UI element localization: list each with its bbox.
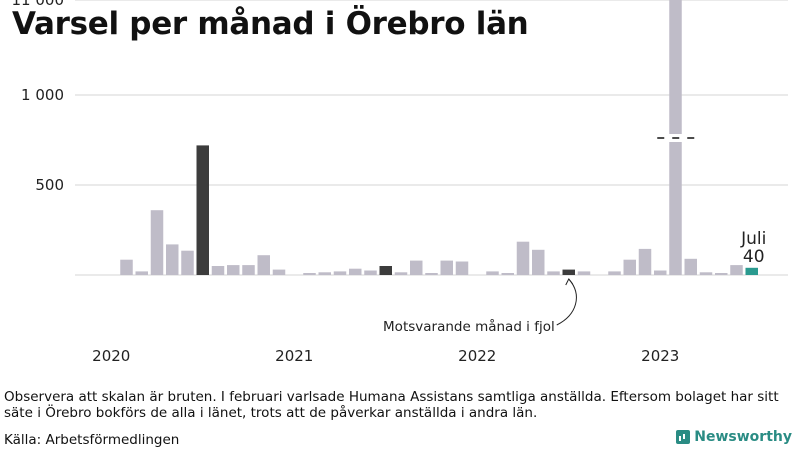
bar-2020-06 xyxy=(181,250,194,275)
callout-arrowhead xyxy=(565,278,574,286)
bar-2022-04 xyxy=(516,241,530,275)
newsworthy-icon xyxy=(676,430,691,444)
bar-2023-04 xyxy=(699,272,713,275)
bar-2023-01 xyxy=(654,270,667,275)
year-label-2022: 2022 xyxy=(458,347,496,365)
bar-2023-07 xyxy=(745,267,758,275)
bar-2023-03 xyxy=(684,258,697,275)
bar-2021-10 xyxy=(425,273,438,275)
callout-arrow xyxy=(556,278,577,326)
bar-2020-08 xyxy=(211,266,225,275)
bar-2021-11 xyxy=(440,260,453,275)
bar-2021-03 xyxy=(318,272,331,275)
bar-2021-08 xyxy=(394,272,408,275)
y-tick-label: 11 000 xyxy=(12,0,65,9)
bar-2022-11 xyxy=(623,259,636,275)
bar-2022-12 xyxy=(638,248,652,275)
callout-value: 40 xyxy=(743,247,765,267)
brand-label: Newsworthy xyxy=(694,429,792,445)
bar-2021-05 xyxy=(349,268,362,275)
bar-2022-05 xyxy=(532,249,545,275)
bar-2022-10 xyxy=(608,271,621,275)
bar-2020-03 xyxy=(135,271,148,275)
bar-2022-03 xyxy=(501,273,514,275)
bar-2021-09 xyxy=(410,260,423,275)
bar-2020-11 xyxy=(257,255,270,275)
bar-2022-07 xyxy=(562,269,575,275)
bar-chart: 500 1 000 11 000 2020 2021 2022 2023 Motsvaran… xyxy=(12,0,788,365)
bar-2020-02 xyxy=(120,259,133,275)
bar-2020-07 xyxy=(196,145,209,275)
bar-2020-04 xyxy=(150,210,164,275)
bar-2021-12 xyxy=(455,261,469,275)
bar-2020-12 xyxy=(272,269,286,275)
bar-2021-06 xyxy=(364,270,377,275)
callout-month: Juli xyxy=(740,229,766,249)
bar-2023-06 xyxy=(730,265,743,275)
y-tick-label: 500 xyxy=(35,176,64,194)
source-label: Källa: Arbetsförmedlingen xyxy=(4,432,180,448)
callout-previous-year: Motsvarande månad i fjol xyxy=(383,318,555,335)
newsworthy-logo[interactable]: Newsworthy xyxy=(676,429,792,445)
y-tick-label: 1 000 xyxy=(21,86,64,104)
bar-2023-05 xyxy=(715,273,728,275)
chart-title: Varsel per månad i Örebro län xyxy=(12,6,529,42)
year-label-2023: 2023 xyxy=(641,347,679,365)
bar-2021-07 xyxy=(379,266,392,275)
bar-2022-08 xyxy=(577,271,591,275)
bar-2020-09 xyxy=(227,265,240,275)
bar-2021-04 xyxy=(333,271,347,275)
year-label-2021: 2021 xyxy=(275,347,313,365)
chart-note: Observera att skalan är bruten. I februa… xyxy=(4,389,779,421)
bar-2022-02 xyxy=(486,271,499,275)
bar-2021-02 xyxy=(303,273,316,275)
bar-2022-06 xyxy=(547,271,560,275)
bar-2020-05 xyxy=(166,244,179,275)
year-label-2020: 2020 xyxy=(92,347,130,365)
bar-2020-10 xyxy=(242,265,255,275)
